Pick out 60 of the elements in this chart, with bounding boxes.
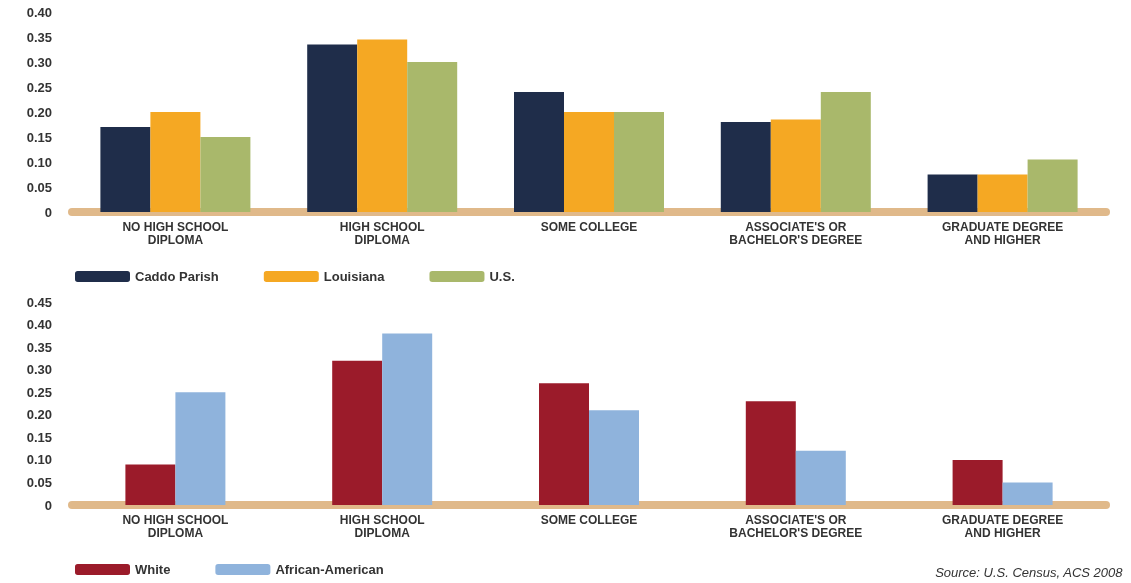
bar [614, 112, 664, 212]
bar [357, 39, 408, 212]
x-tick-label: HIGH SCHOOL DIPLOMA [339, 219, 425, 247]
bar [820, 92, 871, 212]
bar [720, 122, 771, 212]
y-tick-label: 0.45 [26, 294, 52, 310]
bar [589, 410, 639, 505]
y-tick-label: 0.40 [26, 317, 52, 333]
x-tick-label: NO HIGH SCHOOL DIPLOMA [122, 219, 229, 247]
bar [1002, 482, 1053, 505]
x-tick-label: HIGH SCHOOL DIPLOMA [339, 512, 425, 540]
y-tick-label: 0.20 [26, 407, 52, 423]
bar [382, 333, 433, 505]
bar [1027, 159, 1078, 212]
bar [332, 360, 383, 505]
y-tick-label: 0.25 [26, 384, 52, 400]
x-tick-label: GRADUATE DEGREE AND HIGHER [942, 219, 1064, 247]
y-tick-label: 0.05 [26, 474, 52, 490]
x-tick-label: SOME COLLEGE [540, 512, 638, 527]
bar [795, 450, 846, 505]
x-tick-label: ASSOCIATE'S OR BACHELOR'S DEGREE [729, 512, 863, 540]
bar [100, 127, 151, 212]
x-tick-label: ASSOCIATE'S OR BACHELOR'S DEGREE [729, 219, 863, 247]
y-tick-label: 0.35 [26, 339, 52, 355]
x-tick-label: GRADUATE DEGREE AND HIGHER [942, 512, 1064, 540]
y-tick-label: 0.25 [26, 79, 52, 95]
bar [307, 44, 358, 212]
bar [770, 119, 821, 212]
y-tick-label: 0.30 [26, 362, 52, 378]
bar [125, 464, 176, 505]
bar [977, 174, 1028, 212]
bar [175, 392, 226, 505]
x-tick-label: NO HIGH SCHOOL DIPLOMA [122, 512, 229, 540]
bar [150, 112, 201, 212]
legend-label: Caddo Parish [135, 269, 219, 284]
bar [539, 383, 589, 505]
y-tick-label: 0.15 [26, 129, 52, 145]
bar [564, 112, 614, 212]
y-tick-label: 0.10 [26, 452, 52, 468]
bar [514, 92, 564, 212]
y-tick-label: 0 [44, 497, 52, 513]
y-tick-label: 0.05 [26, 179, 52, 195]
bar [200, 137, 251, 212]
y-tick-label: 0.15 [26, 429, 52, 445]
legend-label: African-American [275, 562, 384, 577]
x-tick-label: SOME COLLEGE [540, 219, 638, 234]
legend-label: U.S. [489, 269, 515, 284]
source-note: Source: U.S. Census, ACS 2008 [935, 565, 1124, 580]
legend-label: White [135, 562, 171, 577]
y-tick-label: 0.10 [26, 154, 52, 170]
bar [745, 401, 796, 505]
y-tick-label: 0.20 [26, 104, 52, 120]
y-tick-label: 0.40 [26, 4, 52, 20]
y-tick-label: 0 [44, 204, 52, 220]
bar [407, 62, 458, 212]
bar [927, 174, 978, 212]
legend-label: Louisiana [323, 269, 386, 284]
y-tick-label: 0.30 [26, 54, 52, 70]
bar [952, 459, 1003, 505]
y-tick-label: 0.35 [26, 29, 52, 45]
